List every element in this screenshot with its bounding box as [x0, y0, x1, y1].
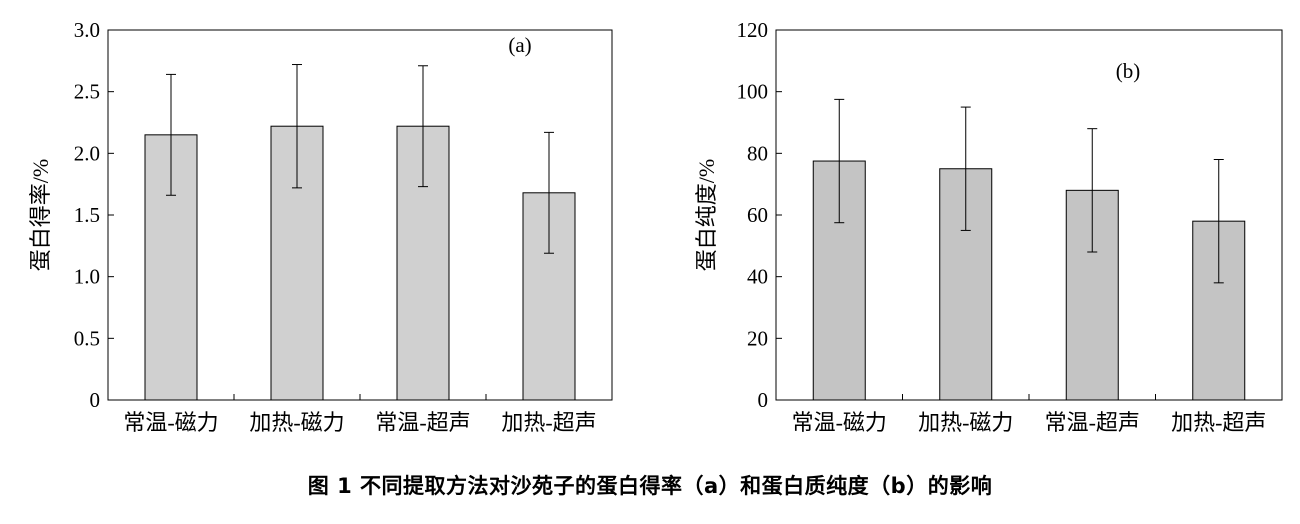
x-category-label: 常温-超声	[375, 410, 470, 435]
y-tick-label: 2.0	[74, 141, 100, 165]
x-category-label: 加热-超声	[501, 410, 596, 435]
y-tick-label: 20	[747, 326, 768, 350]
y-tick-label: 1.0	[74, 265, 100, 289]
x-category-label: 常温-超声	[1045, 410, 1140, 435]
y-tick-label: 80	[747, 141, 768, 165]
y-tick-label: 0.5	[74, 326, 100, 350]
panel-label: (b)	[1116, 59, 1141, 83]
panel-b: 0 20 40 60 80 100 120 常温-磁力 加热-磁力 常温-超声 加热-超声 蛋白纯度/…	[694, 18, 1283, 435]
x-category-label: 常温-磁力	[792, 410, 887, 435]
x-category-label: 常温-磁力	[123, 410, 218, 435]
x-category-label: 加热-磁力	[918, 410, 1013, 435]
y-tick-label: 0	[90, 388, 101, 412]
y-tick-label: 120	[737, 18, 769, 42]
panel-label: (a)	[508, 33, 531, 57]
figure-caption: 图 1 不同提取方法对沙苑子的蛋白得率（a）和蛋白质纯度（b）的影响	[307, 474, 993, 498]
x-category-label: 加热-磁力	[249, 410, 344, 435]
y-tick-label: 60	[747, 203, 768, 227]
y-tick-label: 1.5	[74, 203, 100, 227]
y-axis-label: 蛋白纯度/%	[694, 159, 719, 271]
y-tick-label: 3.0	[74, 18, 100, 42]
panel-a: 0 0.5 1.0 1.5 2.0 2.5 3.0 常温-磁力 加热-磁力 常温-超声 加热-超声 蛋…	[28, 18, 613, 435]
y-tick-label: 40	[747, 265, 768, 289]
y-tick-label: 100	[737, 80, 769, 104]
bar	[270, 125, 324, 401]
y-tick-label: 2.5	[74, 80, 100, 104]
y-axis-label: 蛋白得率/%	[28, 159, 53, 271]
y-tick-label: 0	[758, 388, 769, 412]
x-category-label: 加热-超声	[1171, 410, 1266, 435]
